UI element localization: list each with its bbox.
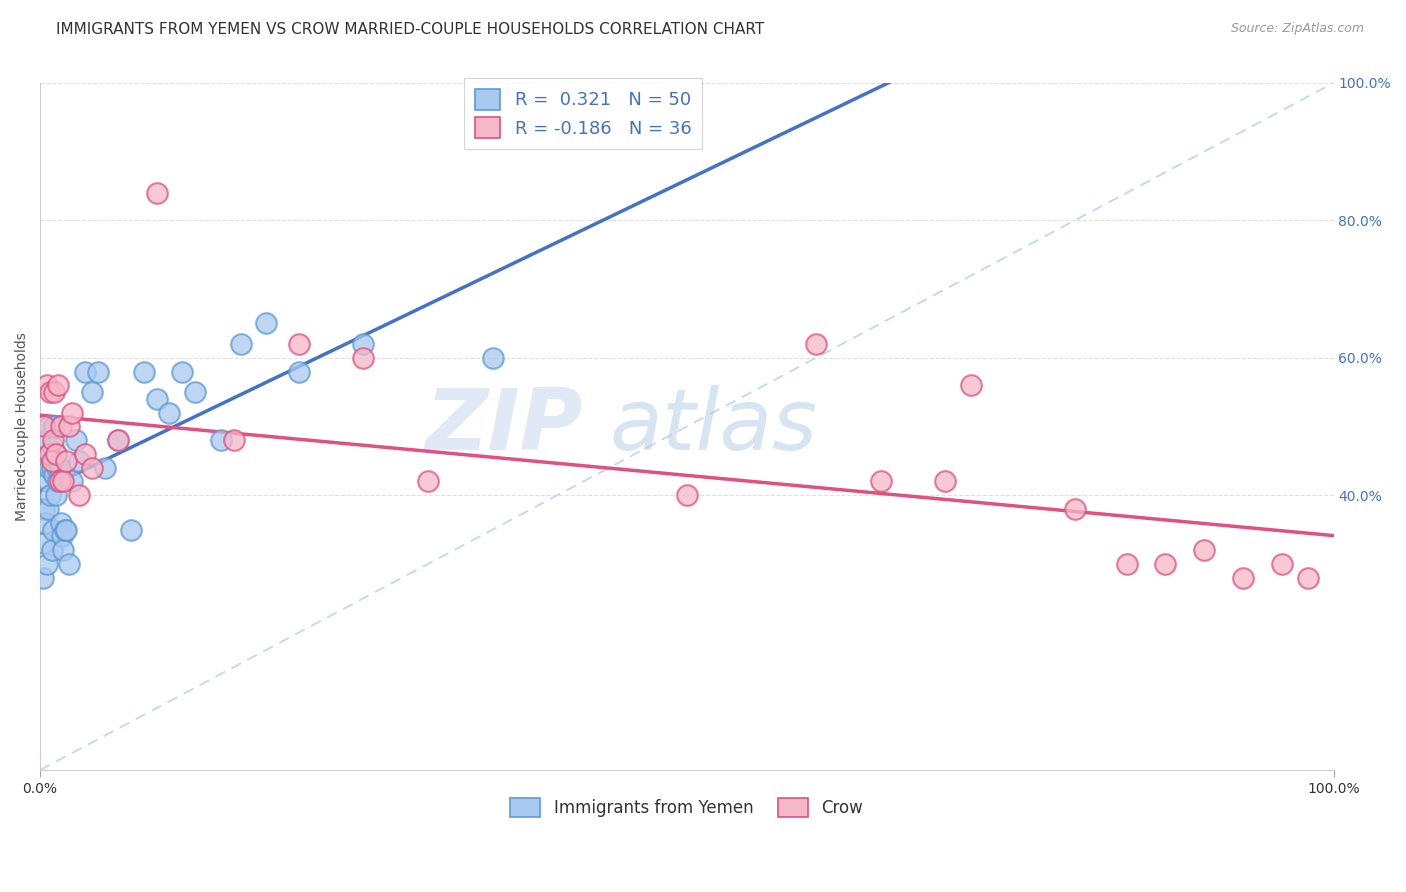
- Point: [75, 364, 97, 378]
- Point: [32, 536, 55, 550]
- Y-axis label: Married-couple Households: Married-couple Households: [15, 332, 30, 521]
- Point: [52, 543, 75, 558]
- Point: [42, 434, 65, 448]
- Point: [1232, 571, 1254, 585]
- Point: [55, 454, 77, 468]
- Point: [39, 447, 62, 461]
- Point: [159, 406, 181, 420]
- Point: [45, 488, 67, 502]
- Point: [53, 523, 76, 537]
- Point: [48, 460, 70, 475]
- Point: [45, 460, 67, 475]
- Point: [51, 529, 73, 543]
- Point: [869, 475, 891, 489]
- Point: [132, 364, 155, 378]
- Point: [67, 454, 90, 468]
- Point: [675, 488, 697, 502]
- Point: [107, 434, 129, 448]
- Point: [1154, 557, 1177, 571]
- Point: [46, 378, 69, 392]
- Point: [1192, 543, 1215, 558]
- Point: [481, 351, 503, 365]
- Point: [80, 460, 103, 475]
- Point: [35, 378, 58, 392]
- Point: [42, 523, 65, 537]
- Point: [224, 434, 246, 448]
- Point: [80, 385, 103, 400]
- Point: [45, 447, 67, 461]
- Point: [172, 364, 194, 378]
- Point: [184, 385, 207, 400]
- Point: [35, 434, 58, 448]
- Point: [45, 447, 67, 461]
- Point: [38, 447, 60, 461]
- Point: [960, 378, 983, 392]
- Point: [44, 467, 66, 482]
- Point: [44, 419, 66, 434]
- Text: atlas: atlas: [609, 385, 817, 468]
- Legend: Immigrants from Yemen, Crow: Immigrants from Yemen, Crow: [503, 791, 870, 823]
- Point: [49, 516, 72, 530]
- Point: [52, 475, 75, 489]
- Point: [65, 434, 87, 448]
- Point: [1296, 571, 1319, 585]
- Point: [38, 460, 60, 475]
- Point: [32, 502, 55, 516]
- Point: [34, 516, 56, 530]
- Point: [37, 475, 59, 489]
- Point: [145, 186, 167, 200]
- Point: [32, 419, 55, 434]
- Point: [804, 337, 827, 351]
- Point: [353, 337, 375, 351]
- Point: [39, 488, 62, 502]
- Point: [44, 385, 66, 400]
- Text: IMMIGRANTS FROM YEMEN VS CROW MARRIED-COUPLE HOUSEHOLDS CORRELATION CHART: IMMIGRANTS FROM YEMEN VS CROW MARRIED-CO…: [56, 22, 765, 37]
- Point: [418, 475, 440, 489]
- Point: [256, 317, 278, 331]
- Point: [145, 392, 167, 406]
- Point: [62, 406, 84, 420]
- Point: [48, 475, 70, 489]
- Point: [39, 385, 62, 400]
- Point: [41, 460, 63, 475]
- Point: [62, 475, 84, 489]
- Point: [87, 364, 110, 378]
- Point: [31, 571, 53, 585]
- Point: [46, 475, 69, 489]
- Point: [55, 523, 77, 537]
- Point: [94, 460, 117, 475]
- Text: Source: ZipAtlas.com: Source: ZipAtlas.com: [1230, 22, 1364, 36]
- Point: [120, 523, 142, 537]
- Point: [38, 419, 60, 434]
- Point: [35, 557, 58, 571]
- Point: [41, 543, 63, 558]
- Point: [288, 337, 311, 351]
- Point: [75, 447, 97, 461]
- Point: [58, 419, 80, 434]
- Point: [37, 502, 59, 516]
- Point: [288, 364, 311, 378]
- Point: [67, 488, 90, 502]
- Point: [229, 337, 252, 351]
- Point: [41, 454, 63, 468]
- Point: [58, 557, 80, 571]
- Point: [1063, 502, 1085, 516]
- Point: [42, 440, 65, 454]
- Point: [353, 351, 375, 365]
- Text: ZIP: ZIP: [426, 385, 583, 468]
- Point: [1271, 557, 1294, 571]
- Point: [49, 419, 72, 434]
- Point: [107, 434, 129, 448]
- Point: [1115, 557, 1137, 571]
- Point: [209, 434, 232, 448]
- Point: [934, 475, 956, 489]
- Point: [34, 454, 56, 468]
